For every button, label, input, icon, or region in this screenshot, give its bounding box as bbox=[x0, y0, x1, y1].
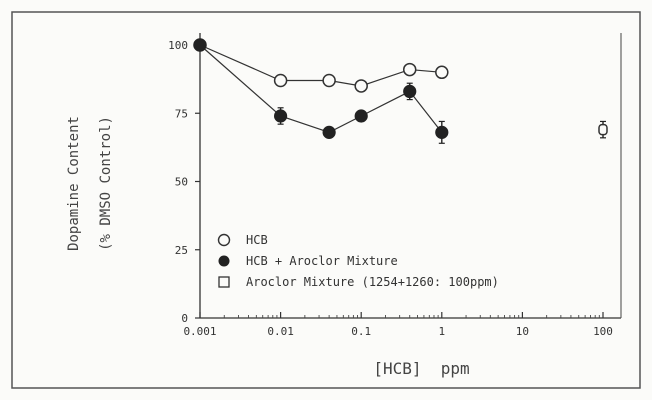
x-tick-label: 0.001 bbox=[183, 325, 216, 338]
series-2 bbox=[193, 38, 449, 144]
data-point bbox=[322, 73, 336, 88]
data-point bbox=[403, 84, 417, 99]
x-tick-label: 0.01 bbox=[267, 325, 294, 338]
y-tick-label: 100 bbox=[168, 39, 188, 52]
series-line bbox=[199, 44, 443, 134]
data-point bbox=[402, 62, 417, 77]
x-tick-label: 100 bbox=[593, 325, 613, 338]
legend-marker bbox=[217, 233, 231, 247]
data-point bbox=[435, 125, 449, 139]
x-axis-title: [HCB] ppm bbox=[373, 359, 469, 378]
legend: HCB HCB + Aroclor Mixture Aroclor Mixture … bbox=[217, 233, 499, 289]
y-tick-label: 25 bbox=[175, 244, 188, 257]
data-point bbox=[322, 125, 336, 139]
data-point bbox=[435, 65, 449, 80]
data-point bbox=[354, 79, 368, 93]
y-axis-title-line2: (% DMSO Control) bbox=[98, 116, 114, 251]
legend-label: Aroclor Mixture (1254+1260: 100ppm) bbox=[246, 275, 499, 289]
legend-marker bbox=[218, 276, 230, 288]
legend-label: HCB bbox=[246, 233, 268, 247]
data-point bbox=[274, 109, 288, 123]
legend-label: HCB + Aroclor Mixture bbox=[246, 254, 398, 268]
data-point bbox=[193, 38, 207, 52]
series-1 bbox=[193, 38, 449, 93]
x-tick-label: 0.1 bbox=[351, 325, 371, 338]
y-axis-title-line1: Dopamine Content bbox=[66, 116, 82, 251]
figure-frame bbox=[11, 11, 641, 389]
y-tick-label: 75 bbox=[175, 107, 188, 120]
series-3 bbox=[598, 120, 608, 139]
data-point bbox=[598, 123, 608, 136]
data-point bbox=[354, 109, 368, 123]
legend-marker bbox=[218, 255, 230, 267]
y-tick-label: 0 bbox=[181, 312, 188, 325]
x-tick-label: 10 bbox=[516, 325, 529, 338]
y-tick-label: 50 bbox=[175, 176, 188, 189]
data-point bbox=[273, 73, 288, 88]
x-tick-label: 1 bbox=[438, 325, 445, 338]
